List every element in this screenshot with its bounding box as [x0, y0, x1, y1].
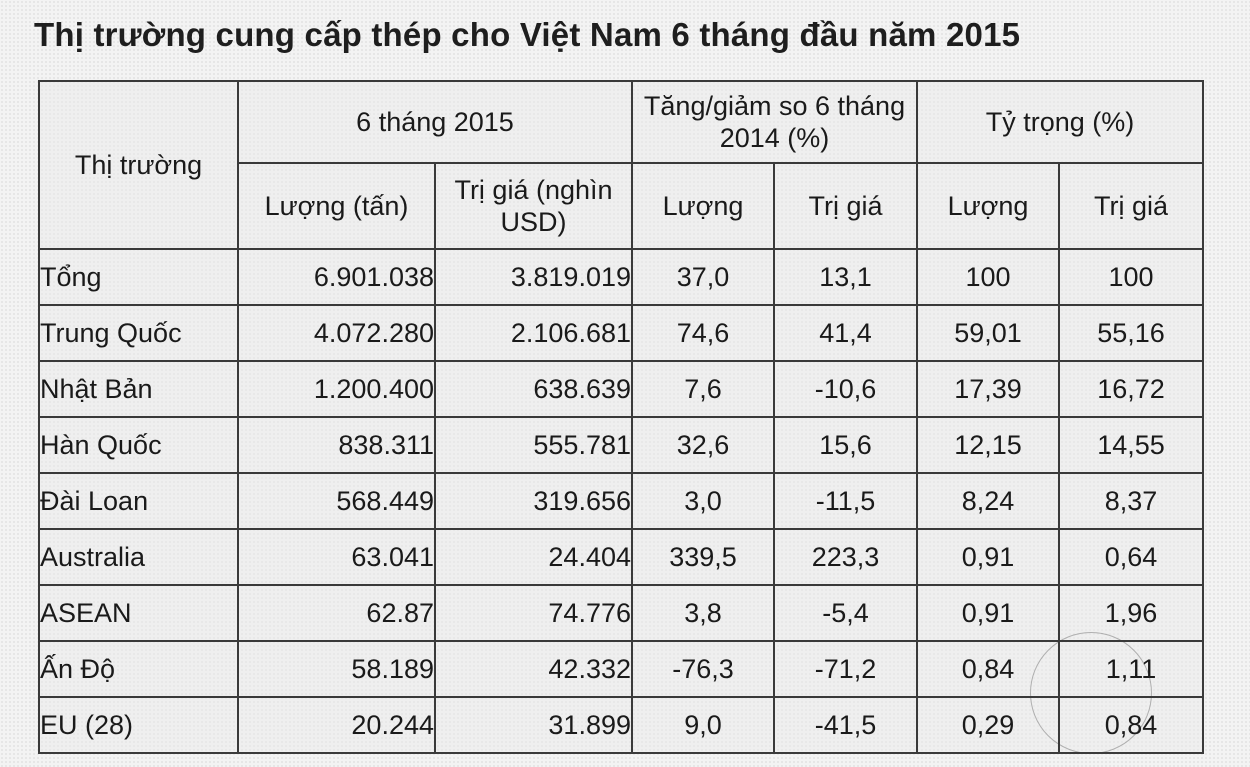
- table-row: Australia 63.041 24.404 339,5 223,3 0,91…: [38, 528, 1205, 586]
- value-cell: 42.332: [434, 640, 633, 698]
- value-cell: 31.899: [434, 696, 633, 754]
- table-row: Tổng 6.901.038 3.819.019 37,0 13,1 100 1…: [38, 248, 1205, 306]
- header-change-value: Trị giá: [772, 162, 919, 250]
- table-row: Nhật Bản 1.200.400 638.639 7,6 -10,6 17,…: [38, 360, 1205, 418]
- header-group-change: Tăng/giảm so 6 tháng 2014 (%): [630, 80, 919, 164]
- value-cell: 319.656: [434, 472, 633, 530]
- market-cell: Australia: [38, 528, 239, 586]
- change-value-cell: 41,4: [772, 304, 919, 362]
- table-row: Đài Loan 568.449 319.656 3,0 -11,5 8,24 …: [38, 472, 1205, 530]
- page-title: Thị trường cung cấp thép cho Việt Nam 6 …: [34, 16, 1021, 53]
- change-volume-cell: 9,0: [631, 696, 775, 754]
- share-volume-cell: 59,01: [916, 304, 1061, 362]
- market-cell: Đài Loan: [38, 472, 239, 530]
- volume-cell: 6.901.038: [237, 248, 436, 306]
- market-cell: Nhật Bản: [38, 360, 239, 418]
- share-value-cell: 0,64: [1058, 528, 1205, 586]
- change-value-cell: -5,4: [772, 584, 919, 642]
- volume-cell: 63.041: [237, 528, 436, 586]
- share-volume-cell: 12,15: [916, 416, 1061, 474]
- change-value-cell: 15,6: [772, 416, 919, 474]
- change-volume-cell: 339,5: [631, 528, 775, 586]
- share-value-cell: 14,55: [1058, 416, 1205, 474]
- table-row: Ấn Độ 58.189 42.332 -76,3 -71,2 0,84 1,1…: [38, 640, 1205, 698]
- volume-cell: 58.189: [237, 640, 436, 698]
- steel-supply-table: Thị trường 6 tháng 2015 Tăng/giảm so 6 t…: [38, 80, 1205, 754]
- change-value-cell: 223,3: [772, 528, 919, 586]
- market-cell: Hàn Quốc: [38, 416, 239, 474]
- change-volume-cell: 3,8: [631, 584, 775, 642]
- market-cell: Trung Quốc: [38, 304, 239, 362]
- change-value-cell: -11,5: [772, 472, 919, 530]
- change-value-cell: 13,1: [772, 248, 919, 306]
- share-value-cell: 55,16: [1058, 304, 1205, 362]
- change-volume-cell: 74,6: [631, 304, 775, 362]
- change-volume-cell: 37,0: [631, 248, 775, 306]
- change-volume-cell: 32,6: [631, 416, 775, 474]
- value-cell: 24.404: [434, 528, 633, 586]
- change-volume-cell: 7,6: [631, 360, 775, 418]
- header-share-value: Trị giá: [1058, 162, 1205, 250]
- change-value-cell: -10,6: [772, 360, 919, 418]
- volume-cell: 838.311: [237, 416, 436, 474]
- share-volume-cell: 17,39: [916, 360, 1061, 418]
- share-value-cell: 0,84: [1058, 696, 1205, 754]
- share-volume-cell: 0,29: [916, 696, 1061, 754]
- value-cell: 638.639: [434, 360, 633, 418]
- value-cell: 3.819.019: [434, 248, 633, 306]
- table-row: Hàn Quốc 838.311 555.781 32,6 15,6 12,15…: [38, 416, 1205, 474]
- volume-cell: 62.87: [237, 584, 436, 642]
- volume-cell: 568.449: [237, 472, 436, 530]
- change-volume-cell: 3,0: [631, 472, 775, 530]
- share-value-cell: 16,72: [1058, 360, 1205, 418]
- share-volume-cell: 0,91: [916, 528, 1061, 586]
- share-volume-cell: 8,24: [916, 472, 1061, 530]
- share-value-cell: 8,37: [1058, 472, 1205, 530]
- header-value-kusd: Trị giá (nghìn USD): [434, 162, 633, 250]
- table-row: Trung Quốc 4.072.280 2.106.681 74,6 41,4…: [38, 304, 1205, 362]
- volume-cell: 1.200.400: [237, 360, 436, 418]
- header-volume-tons: Lượng (tấn): [237, 162, 436, 250]
- share-value-cell: 1,96: [1058, 584, 1205, 642]
- header-group-period: 6 tháng 2015: [237, 80, 633, 164]
- change-value-cell: -41,5: [772, 696, 919, 754]
- change-value-cell: -71,2: [772, 640, 919, 698]
- market-cell: EU (28): [38, 696, 239, 754]
- market-cell: ASEAN: [38, 584, 239, 642]
- value-cell: 555.781: [434, 416, 633, 474]
- header-share-volume: Lượng: [916, 162, 1061, 250]
- header-market: Thị trường: [38, 80, 239, 250]
- table-row: EU (28) 20.244 31.899 9,0 -41,5 0,29 0,8…: [38, 696, 1205, 754]
- share-volume-cell: 0,84: [916, 640, 1061, 698]
- value-cell: 2.106.681: [434, 304, 633, 362]
- share-value-cell: 100: [1058, 248, 1205, 306]
- share-value-cell: 1,11: [1058, 640, 1205, 698]
- market-cell: Tổng: [38, 248, 239, 306]
- header-change-volume: Lượng: [631, 162, 775, 250]
- share-volume-cell: 0,91: [916, 584, 1061, 642]
- table-row: ASEAN 62.87 74.776 3,8 -5,4 0,91 1,96: [38, 584, 1205, 642]
- change-volume-cell: -76,3: [631, 640, 775, 698]
- share-volume-cell: 100: [916, 248, 1061, 306]
- value-cell: 74.776: [434, 584, 633, 642]
- market-cell: Ấn Độ: [38, 640, 239, 698]
- volume-cell: 20.244: [237, 696, 436, 754]
- header-group-share: Tỷ trọng (%): [916, 80, 1205, 164]
- volume-cell: 4.072.280: [237, 304, 436, 362]
